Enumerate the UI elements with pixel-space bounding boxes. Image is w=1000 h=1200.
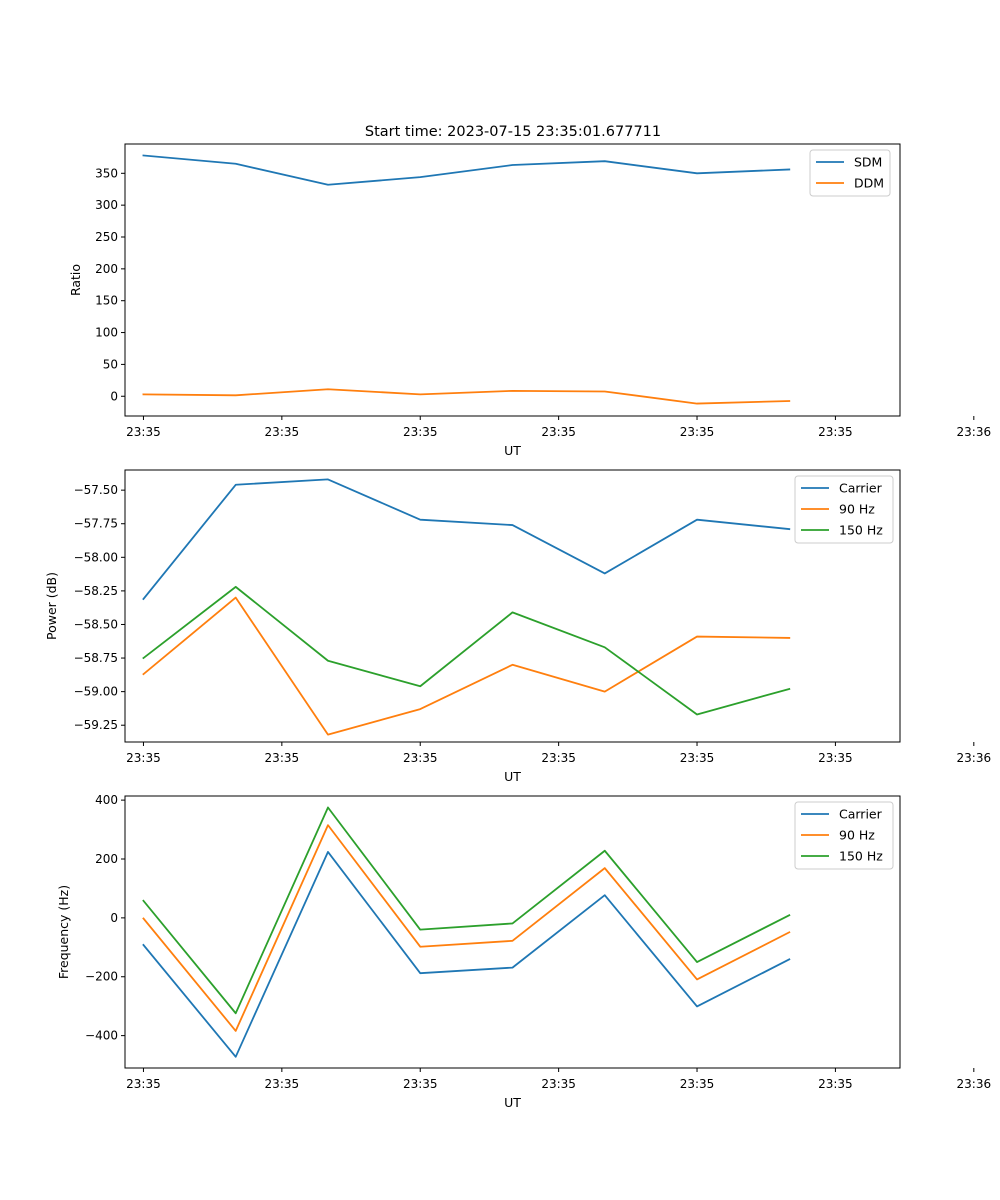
x-tick-label: 23:35 xyxy=(680,1077,715,1091)
y-tick-label: 200 xyxy=(95,852,118,866)
x-tick-label: 23:35 xyxy=(403,751,438,765)
x-tick-label: 23:35 xyxy=(680,751,715,765)
axes-frame xyxy=(124,469,901,743)
chart-panel-3: 23:35 23:35 23:35 23:35 23:35 23:35 23:36 −400 −… xyxy=(56,793,991,1110)
x-tick-label: 23:35 xyxy=(541,425,576,439)
y-tick-label: −200 xyxy=(85,970,118,984)
figure-title: Start time: 2023-07-15 23:35:01.677711 xyxy=(365,124,661,140)
y-tick-label: 50 xyxy=(103,357,118,371)
chart-panel-2: 23:35 23:35 23:35 23:35 23:35 23:35 23:36 −59.2… xyxy=(44,469,992,784)
y-tick-label: −58.00 xyxy=(74,550,118,564)
legend-label: SDM xyxy=(854,155,882,170)
series-line-carrier xyxy=(142,851,791,1058)
x-axis-label: UT xyxy=(504,443,521,458)
series-line-150-hz xyxy=(142,585,791,716)
y-tick-label: 300 xyxy=(95,198,118,212)
y-tick-label: 150 xyxy=(95,294,118,308)
x-tick-label: 23:35 xyxy=(818,425,853,439)
y-tick-label: −58.50 xyxy=(74,617,118,631)
y-tick-label: 400 xyxy=(95,793,118,807)
legend-label: DDM xyxy=(854,176,884,191)
legend: SDM DDM xyxy=(809,149,891,197)
legend-label: Carrier xyxy=(839,481,883,496)
legend: Carrier 90 Hz 150 Hz xyxy=(794,475,894,544)
x-tick-label: 23:35 xyxy=(541,1077,576,1091)
x-tick-label: 23:35 xyxy=(680,425,715,439)
y-tick-label: 100 xyxy=(95,326,118,340)
legend-box xyxy=(794,801,894,870)
legend-label: 150 Hz xyxy=(839,849,883,864)
y-tick-label: 350 xyxy=(95,166,118,180)
x-tick-label: 23:36 xyxy=(957,425,992,439)
y-tick-label: 200 xyxy=(95,262,118,276)
series-line-carrier xyxy=(142,478,791,601)
legend-label: 90 Hz xyxy=(839,502,875,517)
y-tick-label: −57.75 xyxy=(74,517,118,531)
x-tick-label: 23:35 xyxy=(265,425,300,439)
x-tick-label: 23:35 xyxy=(265,751,300,765)
y-tick-label: 250 xyxy=(95,230,118,244)
y-axis-label: Power (dB) xyxy=(44,572,59,640)
legend-label: 90 Hz xyxy=(839,828,875,843)
y-tick-label: −400 xyxy=(85,1029,118,1043)
x-tick-label: 23:36 xyxy=(957,751,992,765)
y-axis-label: Ratio xyxy=(68,264,83,296)
axes-frame xyxy=(124,795,901,1069)
legend-label: Carrier xyxy=(839,807,883,822)
series-line-150-hz xyxy=(142,806,791,1015)
y-tick-label: −58.25 xyxy=(74,584,118,598)
x-axis-label: UT xyxy=(504,1095,521,1110)
y-tick-label: −57.50 xyxy=(74,483,118,497)
y-tick-label: 0 xyxy=(110,911,118,925)
x-tick-label: 23:35 xyxy=(126,1077,161,1091)
x-tick-label: 23:35 xyxy=(126,751,161,765)
x-tick-label: 23:35 xyxy=(403,1077,438,1091)
y-tick-label: −59.00 xyxy=(74,685,118,699)
series-line-ddm xyxy=(142,388,791,405)
x-tick-label: 23:35 xyxy=(541,751,576,765)
legend-box xyxy=(794,475,894,544)
axes-frame xyxy=(124,143,901,417)
series-line-sdm xyxy=(142,154,791,186)
x-tick-label: 23:35 xyxy=(126,425,161,439)
y-axis-label: Frequency (Hz) xyxy=(56,885,71,979)
legend-label: 150 Hz xyxy=(839,523,883,538)
x-tick-label: 23:35 xyxy=(403,425,438,439)
series-line-90-hz xyxy=(142,596,791,736)
legend: Carrier 90 Hz 150 Hz xyxy=(794,801,894,870)
x-tick-label: 23:36 xyxy=(957,1077,992,1091)
x-tick-label: 23:35 xyxy=(265,1077,300,1091)
y-tick-label: 0 xyxy=(110,389,118,403)
x-tick-label: 23:35 xyxy=(818,751,853,765)
y-tick-label: −59.25 xyxy=(74,718,118,732)
series-line-90-hz xyxy=(142,824,791,1032)
x-axis-label: UT xyxy=(504,769,521,784)
chart-panel-1: 23:35 23:35 23:35 23:35 23:35 23:35 23:36 0 50 10… xyxy=(68,143,992,458)
y-tick-label: −58.75 xyxy=(74,651,118,665)
x-tick-label: 23:35 xyxy=(818,1077,853,1091)
